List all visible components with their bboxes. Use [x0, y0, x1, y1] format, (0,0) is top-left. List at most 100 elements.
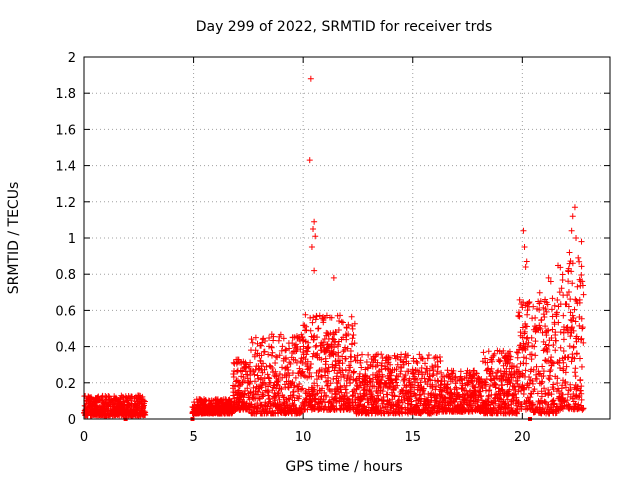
data-point [478, 376, 485, 383]
data-point [454, 378, 461, 385]
data-point [359, 351, 366, 358]
y-tick-label: 0.6 [55, 304, 76, 319]
data-point [335, 341, 342, 348]
data-point [307, 327, 314, 334]
data-point [363, 358, 370, 365]
data-point [578, 238, 585, 245]
data-point [576, 322, 583, 329]
data-point [523, 355, 530, 362]
data-point [453, 384, 460, 391]
data-point [282, 347, 289, 354]
data-point [528, 334, 535, 341]
data-point [263, 409, 270, 416]
data-point [400, 361, 407, 368]
data-point [289, 379, 296, 386]
data-point [339, 360, 346, 367]
data-point [514, 377, 521, 384]
data-point [436, 353, 443, 360]
data-point [384, 391, 391, 398]
x-tick-label: 5 [189, 430, 197, 445]
data-point [307, 75, 314, 82]
data-point [307, 364, 314, 371]
data-point [344, 345, 351, 352]
data-point [520, 340, 527, 347]
data-point [549, 295, 556, 302]
data-point [279, 343, 286, 350]
data-point [416, 351, 423, 358]
data-point [348, 340, 355, 347]
data-point [287, 360, 294, 367]
data-point [545, 386, 552, 393]
data-point [515, 349, 522, 356]
data-point [548, 335, 555, 342]
data-point [580, 339, 587, 346]
data-point [271, 394, 278, 401]
data-point [485, 365, 492, 372]
data-point [542, 323, 549, 330]
y-tick-label: 0 [68, 413, 76, 428]
data-point [550, 386, 557, 393]
data-point [341, 373, 348, 380]
data-point [375, 396, 382, 403]
data-point [312, 343, 319, 350]
data-point [315, 325, 322, 332]
data-point [265, 374, 272, 381]
data-point [267, 379, 274, 386]
data-point [580, 291, 587, 298]
data-point [325, 374, 332, 381]
data-point [402, 372, 409, 379]
data-point [307, 361, 314, 368]
data-point [570, 327, 577, 334]
data-point [520, 299, 527, 306]
data-point [529, 380, 536, 387]
data-point [426, 367, 433, 374]
data-point [571, 306, 578, 313]
data-point [565, 354, 572, 361]
data-point [291, 382, 298, 389]
data-point [324, 382, 331, 389]
data-point [255, 375, 262, 382]
data-point [542, 391, 549, 398]
data-point [577, 402, 584, 409]
data-point [545, 327, 552, 334]
data-point [378, 360, 385, 367]
data-point [264, 388, 271, 395]
data-point [247, 359, 254, 366]
data-point [560, 312, 567, 319]
data-point [578, 396, 585, 403]
y-tick-label: 1.8 [55, 87, 76, 102]
data-point [329, 402, 336, 409]
data-point [506, 348, 513, 355]
data-point [531, 386, 538, 393]
data-point [438, 391, 445, 398]
data-point [311, 386, 318, 393]
data-point [576, 355, 583, 362]
data-point [398, 364, 405, 371]
data-point [534, 390, 541, 397]
data-point [285, 384, 292, 391]
data-point [278, 385, 285, 392]
x-tick-label: 15 [404, 430, 421, 445]
data-point [567, 309, 574, 316]
grid [84, 57, 610, 419]
data-point [348, 373, 355, 380]
data-point [515, 399, 522, 406]
data-point [419, 355, 426, 362]
data-point [506, 386, 513, 393]
data-point [339, 367, 346, 374]
data-point [347, 347, 354, 354]
data-point [578, 335, 585, 342]
data-point [384, 359, 391, 366]
data-point [420, 385, 427, 392]
data-point [437, 357, 444, 364]
data-point [414, 402, 421, 409]
data-point [523, 258, 530, 265]
data-point [252, 347, 259, 354]
data-point [302, 311, 309, 318]
data-point [350, 369, 357, 376]
data-point [523, 323, 530, 330]
data-point [259, 339, 266, 346]
data-point [499, 386, 506, 393]
data-point [537, 325, 544, 332]
data-point [520, 227, 527, 234]
